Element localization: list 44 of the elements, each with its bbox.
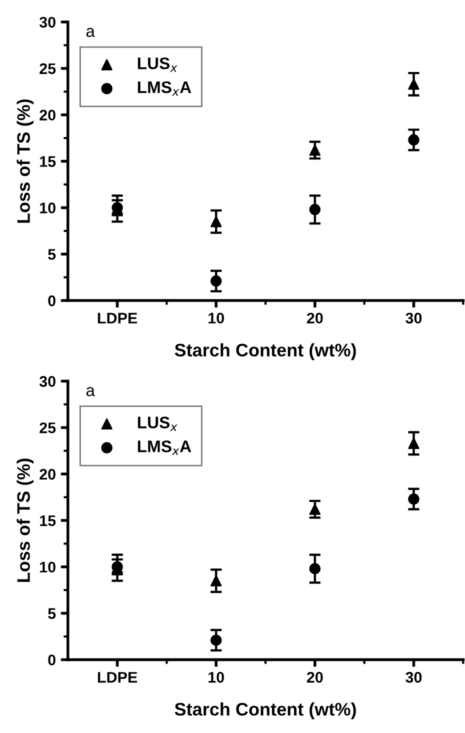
x-tick-label: LDPE: [98, 672, 138, 683]
annotation: a: [86, 387, 95, 396]
legend-label: LMS$_{x}$A: [138, 440, 192, 455]
annotation: a: [86, 28, 95, 38]
legend-label: LMS$_{x}$A: [138, 81, 192, 96]
point: [309, 204, 321, 216]
x-axis-title: Starch Content (wt%): [174, 702, 356, 720]
legend-label: LUS$_{x}$: [138, 57, 178, 72]
point: [309, 504, 321, 515]
y-tick-label: 25: [40, 422, 56, 434]
x-tick-label: 20: [306, 312, 323, 324]
point: [210, 634, 222, 646]
y-tick-label: 30: [39, 376, 56, 387]
x-tick-label: 10: [208, 672, 224, 683]
point: [309, 144, 321, 156]
y-tick-label: 15: [40, 515, 56, 526]
y-axis-title: Loss of TS (%): [16, 458, 34, 582]
point: [309, 563, 321, 574]
y-tick-label: 30: [39, 16, 56, 28]
x-tick-label: 20: [306, 672, 323, 683]
y-tick-label: 5: [48, 608, 56, 619]
x-tick-label: 30: [406, 672, 422, 683]
point: [408, 438, 420, 449]
legend-label: LUS$_{x}$: [138, 416, 178, 431]
y-tick-label: 0: [48, 295, 56, 306]
point: [210, 575, 222, 586]
point: [408, 78, 420, 90]
point: [210, 216, 222, 228]
y-tick-label: 0: [48, 654, 56, 666]
y-tick-label: 15: [40, 156, 56, 167]
y-tick-label: 5: [48, 249, 56, 260]
point: [408, 493, 420, 505]
y-tick-label: 10: [40, 562, 56, 573]
x-tick-label: 30: [406, 312, 422, 324]
point: [408, 134, 420, 146]
y-tick-label: 20: [40, 110, 56, 121]
point: [210, 275, 222, 287]
x-axis-title: Starch Content (wt%): [174, 343, 356, 360]
y-tick-label: 20: [40, 468, 56, 480]
x-tick-label: 10: [208, 312, 224, 324]
x-tick-label: LDPE: [98, 312, 138, 324]
y-tick-label: 10: [40, 202, 56, 214]
y-tick-label: 25: [40, 63, 56, 74]
y-axis-title: Loss of TS (%): [16, 99, 34, 223]
